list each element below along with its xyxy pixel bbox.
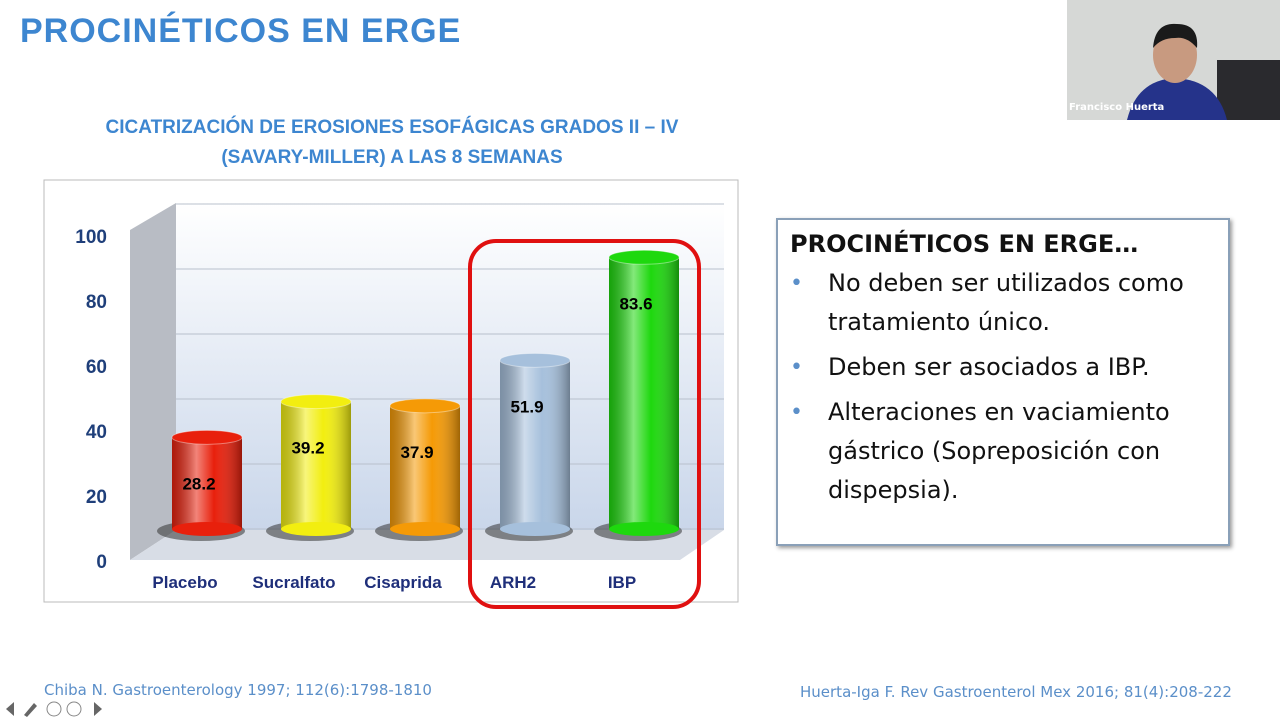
y-tick-label: 20 [86,487,107,508]
bar-shading [390,405,460,529]
value-label: 28.2 [182,474,215,493]
citation: Huerta-Iga F. Rev Gastroenterol Mex 2016… [800,683,1232,701]
x-tick-label: IBP [608,573,636,592]
bar-bottom [500,522,570,536]
x-tick-label: Cisaprida [364,573,442,592]
bullet: Alteraciones en vaciamiento gástrico (So… [790,393,1216,510]
bullet: Deben ser asociados a IBP. [790,348,1216,387]
x-tick-label: ARH2 [490,573,536,592]
bar-bottom [390,522,460,536]
y-tick-label: 0 [96,552,107,573]
side-wall [130,203,176,560]
y-tick-label: 100 [75,227,107,248]
chart: CICATRIZACIÓN DE EROSIONES ESOFÁGICAS GR… [43,116,739,609]
y-tick-label: 80 [86,292,107,313]
speaker-name: Francisco Huerta [1069,102,1165,113]
text-box: PROCINÉTICOS EN ERGE… No deben ser utili… [776,218,1230,546]
y-tick-label: 60 [86,357,107,378]
value-label: 83.6 [619,294,652,313]
citation: Chiba N. Gastroenterology 1997; 112(6):1… [44,681,432,699]
bar-top [171,429,243,445]
value-label: 39.2 [291,439,324,458]
y-tick-label: 40 [86,422,107,443]
x-tick-label: Placebo [152,573,217,592]
bullet-list: No deben ser utilizados como tratamiento… [790,264,1216,510]
bar-shading [281,401,351,529]
bar-shading [500,360,570,529]
value-label: 51.9 [510,397,543,416]
slide-controls[interactable] [4,700,108,718]
bar-bottom [609,522,679,536]
bar-shading [609,257,679,529]
x-tick-label: Sucralfato [252,573,335,592]
webcam-image [1067,0,1280,120]
box-title: PROCINÉTICOS EN ERGE… [790,230,1139,258]
bar-bottom [172,522,242,536]
slide-title: PROCINÉTICOS EN ERGE [20,12,462,50]
bar-top [280,394,352,410]
webcam [1067,0,1280,120]
bullet: No deben ser utilizados como tratamiento… [790,264,1216,342]
bar-bottom [281,522,351,536]
value-label: 37.9 [400,443,433,462]
bar-top [499,352,571,368]
bar-shading [172,437,242,529]
bar-top [389,398,461,414]
chart-title: CICATRIZACIÓN DE EROSIONES ESOFÁGICAS GR… [106,116,679,138]
bar-top [608,249,680,265]
highlight-box [468,239,701,609]
chart-subtitle: (SAVARY-MILLER) A LAS 8 SEMANAS [221,147,562,168]
